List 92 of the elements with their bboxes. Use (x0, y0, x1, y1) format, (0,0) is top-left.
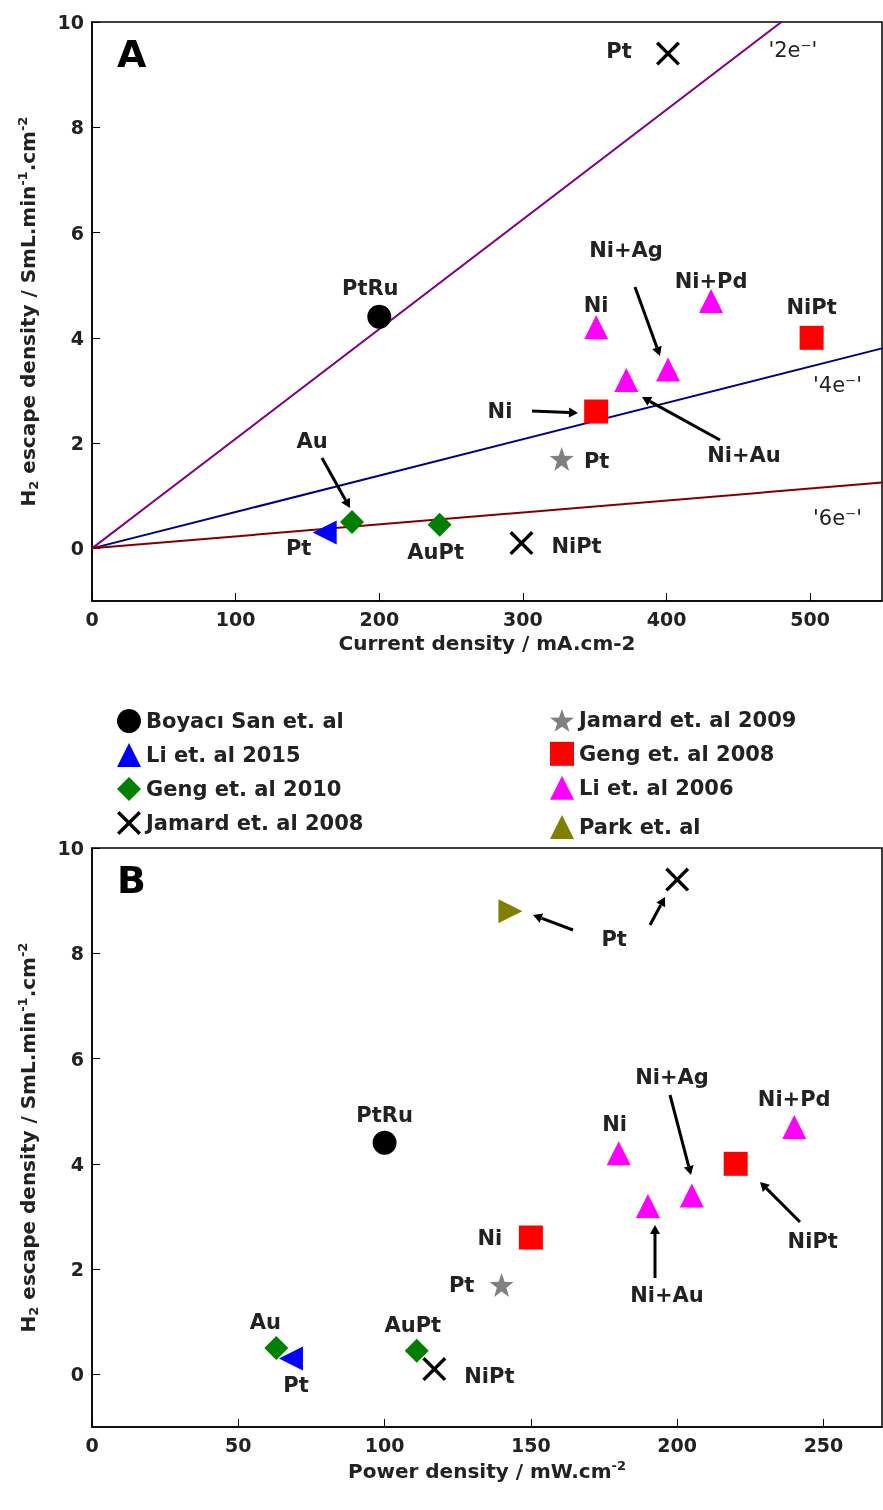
y-tick-label: 4 (70, 1152, 84, 1175)
point (367, 304, 392, 329)
x-tick-label: 0 (85, 1433, 99, 1456)
data-label: Ni (602, 1112, 628, 1137)
data-label: NiPt (787, 1228, 838, 1253)
data-label: AuPt (407, 539, 464, 564)
legend-label: Li et. al 2015 (146, 743, 301, 767)
data-label: Ni+Pd (757, 1086, 831, 1111)
y-tick-label: 6 (70, 1047, 84, 1070)
data-label: Ni (477, 1225, 503, 1250)
point (489, 1272, 514, 1297)
data-label: PtRu (356, 1102, 413, 1127)
point (549, 446, 574, 471)
point (635, 1193, 660, 1218)
data-label: NiPt (551, 534, 602, 559)
data-label: Ni+Au (630, 1282, 704, 1307)
data-label: Pt (606, 38, 632, 63)
series-label: '2e⁻' (768, 38, 818, 62)
data-label: NiPt (786, 294, 837, 319)
x-tick-label: 500 (790, 607, 831, 630)
point (782, 1114, 807, 1139)
data-label: Au (249, 1310, 281, 1335)
x-tick-label: 200 (359, 607, 400, 630)
annotation: Ni+Ag (589, 238, 663, 262)
series-label: '6e⁻' (813, 505, 862, 530)
annotation: Ni+Ag (635, 1065, 709, 1089)
point (509, 531, 534, 556)
point (584, 315, 609, 340)
legend-label: Li et. al 2006 (579, 775, 734, 800)
legend-label: Geng et. al 2008 (579, 741, 775, 766)
legend-label: Park et. al (579, 815, 701, 839)
x-axis-title: Current density / mA.cm-2 (338, 631, 636, 655)
y-axis-title: H2 escape density / SmL.min-1.cm-2 (15, 116, 41, 507)
point (372, 1130, 397, 1155)
x-tick-label: 400 (646, 607, 687, 630)
point (723, 1151, 748, 1176)
x-tick-label: 200 (657, 1433, 698, 1456)
point (278, 1346, 303, 1371)
point (427, 512, 452, 537)
data-label: AuPt (384, 1312, 442, 1337)
legend-label: Boyacı San et. al (146, 709, 344, 733)
data-label: Pt (283, 1372, 309, 1397)
data-label: Ni+Pd (674, 268, 748, 293)
series-label: '4e⁻' (813, 373, 862, 398)
data-label: PtRu (341, 275, 399, 300)
y-tick-label: 6 (70, 221, 84, 244)
y-tick-label: 2 (70, 1258, 84, 1281)
legend-label: Jamard et. al 2009 (577, 708, 797, 733)
point (665, 867, 690, 892)
point (312, 520, 337, 545)
x-tick-label: 250 (803, 1433, 844, 1456)
point (422, 1357, 447, 1382)
point (498, 899, 523, 924)
x-tick-label: 50 (225, 1433, 252, 1456)
annotation: Ni+Au (707, 443, 781, 467)
y-tick-label: 8 (70, 942, 84, 965)
y-axis-title: H2 escape density / SmL.min-1.cm-2 (15, 942, 41, 1333)
chart-title: B (117, 858, 146, 902)
data-label: Ni (583, 293, 609, 318)
point (679, 1183, 704, 1208)
data-label: Au (296, 429, 328, 454)
x-tick-label: 100 (364, 1433, 405, 1456)
y-tick-label: 0 (70, 1363, 84, 1386)
point (264, 1336, 289, 1361)
legend-label: Geng et. al 2010 (146, 777, 342, 801)
point (584, 399, 609, 424)
point (614, 367, 639, 392)
point (339, 510, 364, 535)
chart-title: A (117, 32, 147, 76)
x-tick-label: 150 (511, 1433, 551, 1456)
point (655, 357, 680, 382)
y-tick-label: 10 (57, 837, 84, 859)
point (606, 1141, 631, 1166)
point (799, 325, 824, 350)
point (518, 1225, 543, 1250)
y-tick-label: 8 (70, 116, 84, 139)
point (699, 288, 724, 313)
data-label: Pt (583, 448, 610, 473)
x-tick-label: 300 (503, 607, 543, 630)
data-label: NiPt (464, 1364, 515, 1389)
legend-label: Jamard et. al 2008 (144, 811, 364, 835)
x-tick-label: 0 (85, 607, 99, 630)
point (404, 1338, 429, 1363)
y-tick-label: 0 (70, 537, 84, 560)
x-tick-label: 100 (215, 607, 256, 630)
data-label: Pt (448, 1272, 475, 1297)
annotation: Ni (487, 399, 513, 423)
data-label: Pt (285, 535, 312, 560)
data-label: Pt (601, 926, 627, 951)
y-tick-label: 4 (70, 326, 84, 349)
y-tick-label: 2 (70, 432, 84, 455)
y-tick-label: 10 (57, 11, 84, 33)
